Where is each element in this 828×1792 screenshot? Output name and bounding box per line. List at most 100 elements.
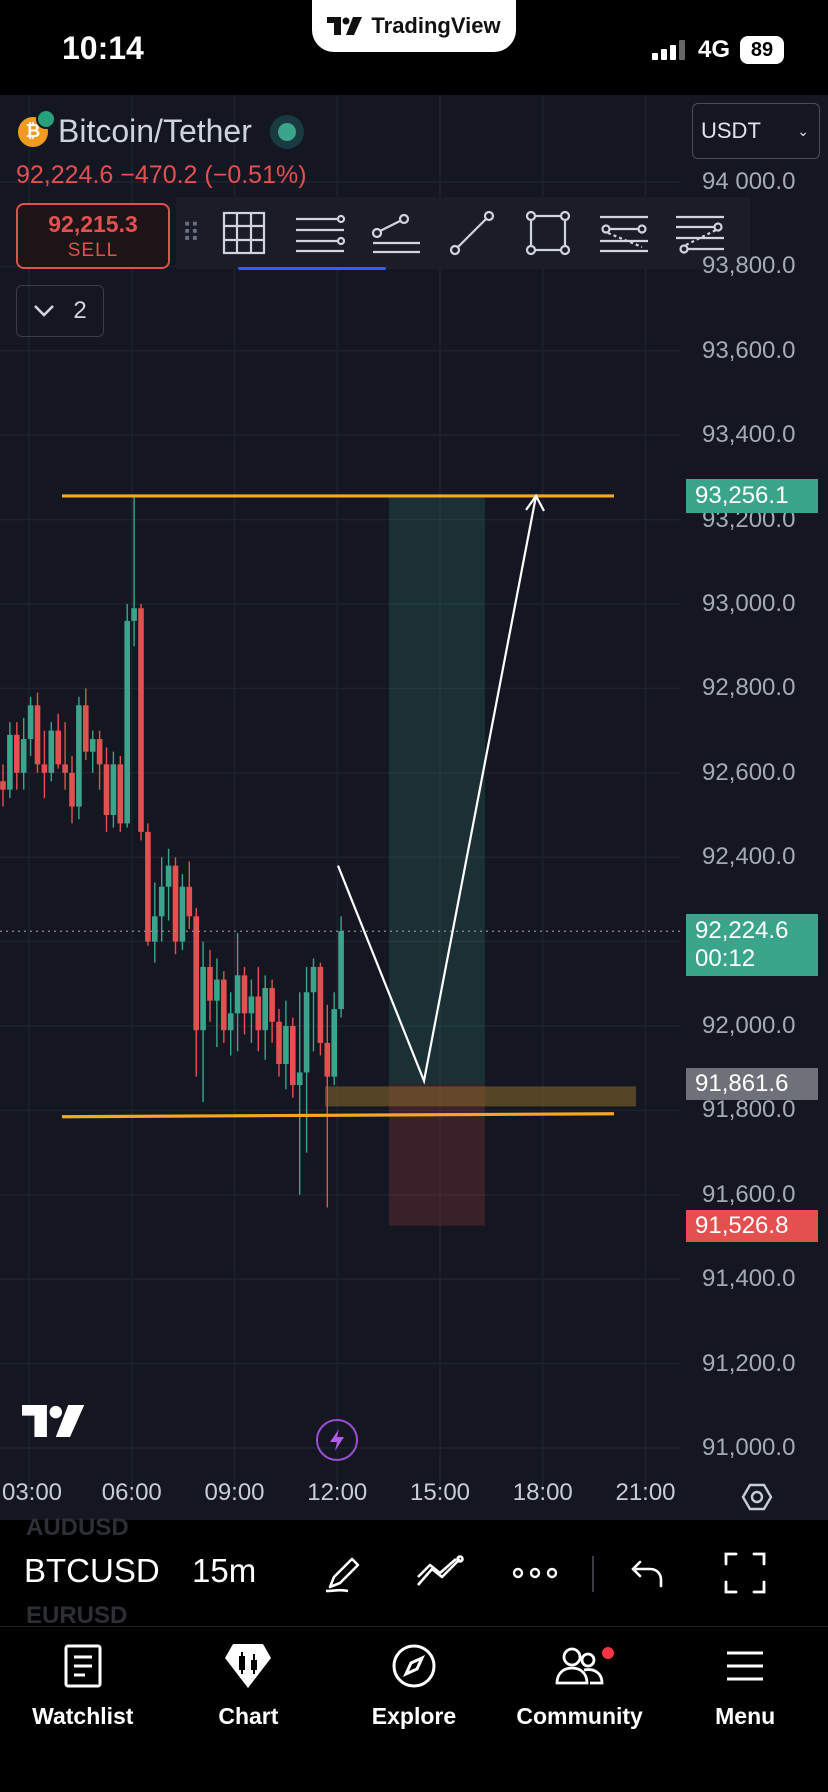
candle-body — [262, 988, 268, 1031]
target-zone — [389, 495, 485, 1085]
support-line — [61, 1112, 615, 1119]
candle-body — [317, 966, 324, 1043]
candle-body — [338, 931, 344, 1010]
chart-toolbar: AUDUSD BTCUSD EURUSD 15m — [0, 1514, 828, 1629]
symbol-scroll-prev[interactable]: AUDUSD — [26, 1514, 129, 1541]
candle-body — [14, 734, 20, 773]
price-tick-label: 91,400.0 — [702, 1265, 796, 1293]
toolbar-underline — [238, 267, 386, 270]
pencil-icon[interactable] — [322, 1548, 366, 1598]
grid-icon[interactable] — [206, 197, 282, 269]
candle-body — [221, 979, 227, 1031]
price-change-percent: (−0.51%) — [204, 161, 307, 189]
timeframe-selector[interactable]: 15m — [192, 1552, 257, 1589]
time-tick-label: 12:00 — [307, 1479, 368, 1506]
candle-body — [103, 764, 110, 815]
nav-watchlist[interactable]: Watchlist — [0, 1627, 166, 1792]
candle-body — [283, 1026, 289, 1064]
status-bar: 10:14 TradingView 4G 89 — [0, 0, 828, 95]
symbol-selector[interactable]: BTCUSD — [24, 1552, 160, 1589]
indicator-count: 2 — [73, 297, 87, 324]
tradingview-banner[interactable]: TradingView — [312, 0, 516, 52]
price-tick-label: 91,800.0 — [702, 1096, 796, 1124]
candle-body — [165, 865, 172, 887]
drawing-toolbar[interactable]: ⠿ — [176, 197, 750, 269]
tradingview-logo-icon — [327, 17, 363, 35]
current-price-tag: 92,224.6 00:12 — [686, 914, 818, 977]
price-tick-label: 92,600.0 — [702, 758, 796, 786]
nav-label: Watchlist — [32, 1703, 134, 1729]
price-tick-label: 91,000.0 — [702, 1434, 796, 1461]
candle-body — [200, 966, 206, 1031]
time-tick-label: 09:00 — [204, 1479, 265, 1506]
price-tick-label: 93,000.0 — [702, 590, 796, 617]
candle-body — [172, 865, 179, 942]
pitchfork-icon[interactable] — [662, 197, 738, 269]
battery-icon: 89 — [740, 36, 784, 64]
candle-body — [276, 1021, 282, 1064]
tradingview-banner-label: TradingView — [371, 13, 501, 38]
price-tick-label: 91,600.0 — [702, 1180, 796, 1208]
signal-icon — [652, 40, 685, 60]
fib-channel-icon[interactable] — [586, 197, 662, 269]
candle-body — [290, 1026, 296, 1086]
drag-handle-icon[interactable]: ⠿ — [181, 217, 201, 248]
candle-body — [62, 764, 68, 773]
time-tick-label: 21:00 — [615, 1479, 676, 1506]
chart-icon — [223, 1639, 273, 1693]
candle-body — [96, 739, 103, 765]
trend-ray-icon[interactable] — [358, 197, 434, 269]
candle-body — [27, 705, 34, 740]
candle-body — [20, 739, 27, 773]
trendline-icon[interactable] — [434, 197, 510, 269]
more-icon[interactable] — [512, 1548, 558, 1598]
candle-body — [310, 966, 317, 993]
candle-body — [296, 1072, 303, 1086]
rectangle-icon[interactable] — [510, 197, 586, 269]
price-tick-label: 94 000.0 — [702, 168, 796, 195]
lightning-icon[interactable] — [316, 1419, 358, 1461]
sell-button[interactable]: 92,215.3 SELL — [16, 203, 170, 269]
horizontal-lines-icon[interactable] — [282, 197, 358, 269]
nav-community[interactable]: Community — [497, 1627, 663, 1792]
time-tick-label: 15:00 — [409, 1479, 471, 1506]
undo-icon[interactable] — [630, 1548, 664, 1598]
candle-body — [117, 764, 124, 824]
symbol-header[interactable]: ₿ Bitcoin/Tether — [18, 108, 304, 150]
candle-body — [324, 1042, 331, 1077]
currency-select[interactable]: USDT ⌄ — [692, 103, 820, 159]
indicators-collapse-button[interactable]: 2 — [16, 285, 104, 337]
nav-explore[interactable]: Explore — [331, 1627, 497, 1792]
time-tick-label: 03:00 — [1, 1479, 63, 1506]
symbol-name[interactable]: Bitcoin/Tether — [58, 113, 252, 149]
fullscreen-icon[interactable] — [724, 1548, 766, 1598]
chart-area[interactable]: ₿ Bitcoin/Tether 92,224.6 −470.2 (−0.51%… — [0, 95, 828, 1520]
candle-body — [83, 705, 89, 752]
candle-body — [179, 886, 186, 942]
symbol-scroll-next[interactable]: EURUSD — [26, 1602, 128, 1629]
price-tick-label: 93,400.0 — [702, 421, 796, 449]
nav-menu[interactable]: Menu — [662, 1627, 828, 1792]
tradingview-watermark-icon — [22, 1405, 86, 1442]
quote-line: 92,224.6 −470.2 (−0.51%) — [16, 161, 307, 190]
candle-body — [269, 988, 275, 1022]
nav-chart[interactable]: Chart — [166, 1627, 332, 1792]
price-chart[interactable] — [0, 95, 828, 1520]
network-type: 4G — [698, 36, 731, 63]
trend-tools-icon[interactable] — [416, 1548, 464, 1598]
candle-body — [76, 705, 82, 807]
candle-body — [255, 996, 262, 1031]
candle-body — [7, 734, 13, 790]
candle-body — [214, 979, 220, 1001]
community-icon — [554, 1639, 614, 1693]
last-price: 92,224.6 — [16, 161, 114, 189]
stop-zone — [389, 1084, 485, 1226]
candle-body — [69, 772, 75, 807]
candle-body — [331, 1009, 337, 1077]
price-tick-label: 91,200.0 — [702, 1349, 796, 1377]
bottom-nav: Watchlist Chart Explore Community Menu — [0, 1626, 828, 1792]
chart-settings-icon[interactable] — [741, 1481, 773, 1518]
chevron-down-icon — [34, 305, 55, 317]
candle-body — [152, 916, 158, 942]
current-price-value: 92,224.6 — [695, 917, 789, 945]
